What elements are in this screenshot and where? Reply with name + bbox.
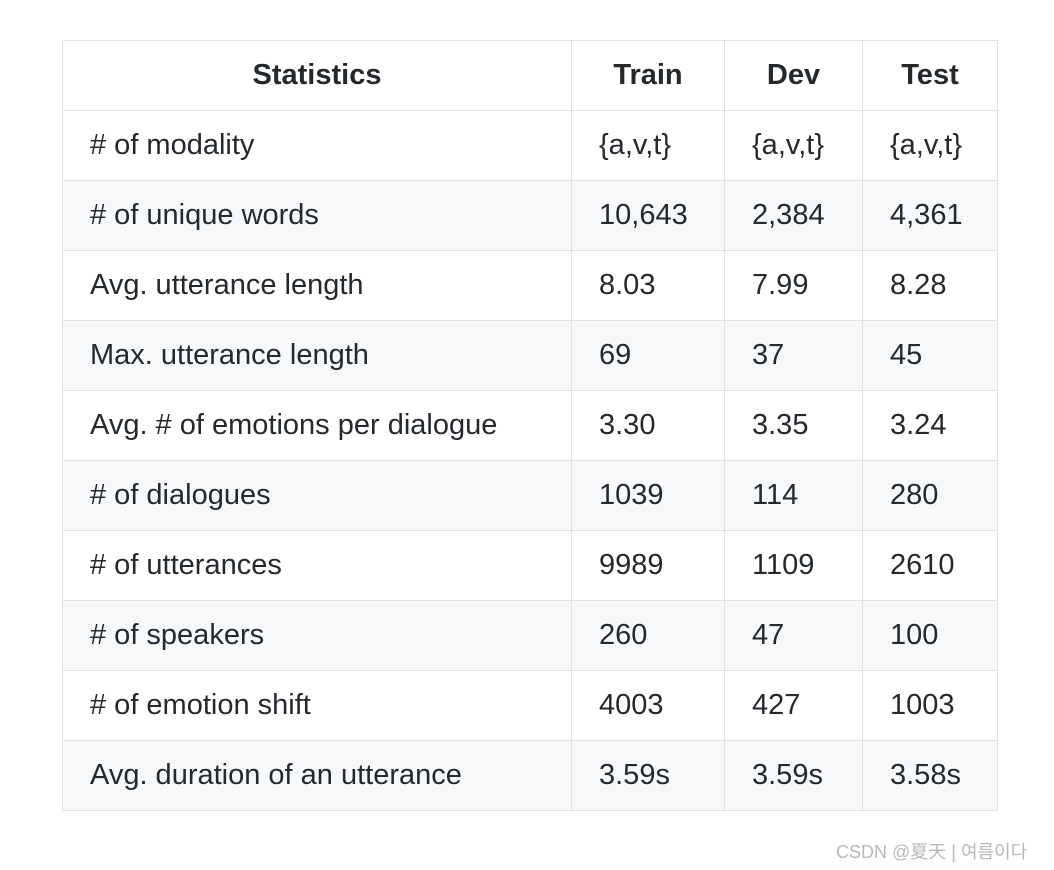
cell: 280 bbox=[862, 460, 998, 531]
cell: 9989 bbox=[571, 530, 725, 601]
cell: 4003 bbox=[571, 670, 725, 741]
cell: {a,v,t} bbox=[571, 110, 725, 181]
row-label: Avg. utterance length bbox=[62, 250, 572, 321]
cell: 8.28 bbox=[862, 250, 998, 321]
watermark: CSDN @夏天 | 여름이다 bbox=[836, 842, 1028, 862]
row-label: Avg. duration of an utterance bbox=[62, 740, 572, 811]
cell: 427 bbox=[724, 670, 863, 741]
row-label: # of unique words bbox=[62, 180, 572, 251]
cell: 3.24 bbox=[862, 390, 998, 461]
cell: 2,384 bbox=[724, 180, 863, 251]
table-row: # of modality {a,v,t} {a,v,t} {a,v,t} bbox=[62, 110, 998, 181]
cell: 3.59s bbox=[571, 740, 725, 811]
table-row: # of emotion shift 4003 427 1003 bbox=[62, 670, 998, 741]
statistics-table: Statistics Train Dev Test # of modality {a,v… bbox=[62, 40, 998, 811]
row-label: # of modality bbox=[62, 110, 572, 181]
cell: 47 bbox=[724, 600, 863, 671]
cell: 37 bbox=[724, 320, 863, 391]
row-label: # of emotion shift bbox=[62, 670, 572, 741]
table-row: # of utterances 9989 1109 2610 bbox=[62, 530, 998, 601]
header-row: Statistics Train Dev Test bbox=[62, 40, 998, 111]
row-label: Max. utterance length bbox=[62, 320, 572, 391]
header-cell: Dev bbox=[724, 40, 863, 111]
table-row: Max. utterance length 69 37 45 bbox=[62, 320, 998, 391]
cell: 1003 bbox=[862, 670, 998, 741]
table-row: Avg. duration of an utterance 3.59s 3.59s 3… bbox=[62, 740, 998, 811]
cell: 45 bbox=[862, 320, 998, 391]
cell: 1109 bbox=[724, 530, 863, 601]
cell: 10,643 bbox=[571, 180, 725, 251]
cell: 4,361 bbox=[862, 180, 998, 251]
cell: 2610 bbox=[862, 530, 998, 601]
table-row: Avg. utterance length 8.03 7.99 8.28 bbox=[62, 250, 998, 321]
header-cell: Train bbox=[571, 40, 725, 111]
row-label: Avg. # of emotions per dialogue bbox=[62, 390, 572, 461]
cell: 1039 bbox=[571, 460, 725, 531]
cell: 3.35 bbox=[724, 390, 863, 461]
table-body: # of modality {a,v,t} {a,v,t} {a,v,t} # of u… bbox=[62, 110, 998, 811]
cell: 69 bbox=[571, 320, 725, 391]
cell: 8.03 bbox=[571, 250, 725, 321]
table-row: # of speakers 260 47 100 bbox=[62, 600, 998, 671]
cell: 3.58s bbox=[862, 740, 998, 811]
table-row: Avg. # of emotions per dialogue 3.30 3.35 3… bbox=[62, 390, 998, 461]
cell: {a,v,t} bbox=[862, 110, 998, 181]
row-label: # of utterances bbox=[62, 530, 572, 601]
cell: 3.59s bbox=[724, 740, 863, 811]
cell: 260 bbox=[571, 600, 725, 671]
row-label: # of dialogues bbox=[62, 460, 572, 531]
cell: 7.99 bbox=[724, 250, 863, 321]
table-header: Statistics Train Dev Test bbox=[62, 40, 998, 111]
header-cell: Statistics bbox=[62, 40, 572, 111]
cell: 114 bbox=[724, 460, 863, 531]
cell: {a,v,t} bbox=[724, 110, 863, 181]
table-row: # of dialogues 1039 114 280 bbox=[62, 460, 998, 531]
cell: 3.30 bbox=[571, 390, 725, 461]
table-row: # of unique words 10,643 2,384 4,361 bbox=[62, 180, 998, 251]
row-label: # of speakers bbox=[62, 600, 572, 671]
cell: 100 bbox=[862, 600, 998, 671]
header-cell: Test bbox=[862, 40, 998, 111]
